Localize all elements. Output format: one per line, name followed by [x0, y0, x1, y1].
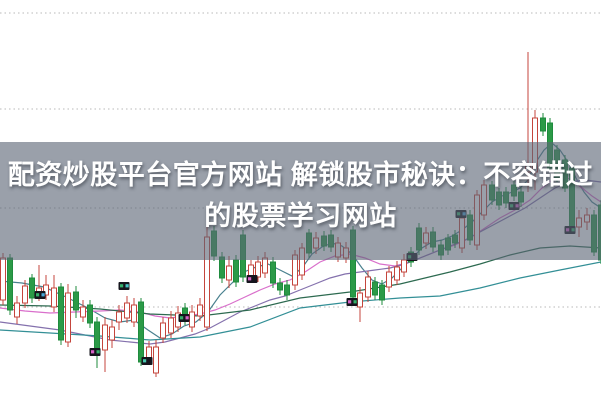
ma-slow-teal [0, 261, 601, 341]
banner-title-line1: 配资炒股平台官方网站 解锁股市秘诀：不容错过 [7, 160, 594, 190]
banner-title-line2: 的股票学习网站 [204, 201, 397, 231]
promo-banner-overlay: 配资炒股平台官方网站 解锁股市秘诀：不容错过 的股票学习网站 [0, 142, 601, 260]
